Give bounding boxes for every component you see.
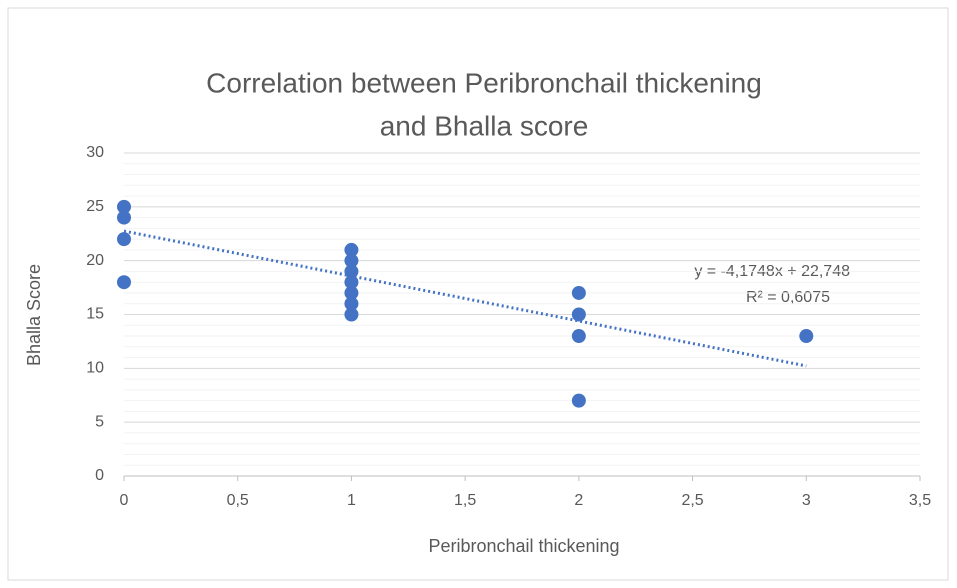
data-point xyxy=(571,393,586,408)
y-tick-label: 30 xyxy=(86,144,104,161)
data-point xyxy=(344,285,359,300)
data-point xyxy=(344,296,359,311)
trendline-r-squared: R² = 0,6075 xyxy=(746,289,830,306)
data-point xyxy=(117,210,131,225)
y-axis-label: Bhalla Score xyxy=(24,264,44,366)
data-point xyxy=(571,307,586,322)
data-point xyxy=(344,264,359,279)
chart-border xyxy=(7,7,949,581)
y-tick-label: 10 xyxy=(86,360,104,377)
data-point xyxy=(344,253,359,268)
y-tick-label: 15 xyxy=(86,306,104,323)
data-point xyxy=(344,242,359,257)
data-point xyxy=(344,275,359,290)
y-tick-label: 0 xyxy=(95,467,104,484)
x-tick-label: 2 xyxy=(574,492,583,509)
x-tick-label: 0,5 xyxy=(227,492,249,509)
x-tick-label: 2,5 xyxy=(681,492,703,509)
data-point xyxy=(117,199,131,214)
x-tick-label: 3,5 xyxy=(909,492,931,509)
chart-title: and Bhalla score xyxy=(380,110,589,141)
data-point xyxy=(571,329,586,344)
data-point xyxy=(117,232,131,247)
data-point xyxy=(344,307,359,322)
trendline xyxy=(123,229,807,368)
x-axis-label: Peribronchail thickening xyxy=(428,536,619,556)
x-tick-label: 3 xyxy=(802,492,811,509)
data-point xyxy=(799,329,814,344)
y-tick-label: 25 xyxy=(86,198,104,215)
x-tick-label: 1 xyxy=(347,492,356,509)
y-tick-label: 5 xyxy=(95,413,104,430)
chart-title: Correlation between Peribronchail thicke… xyxy=(206,67,762,98)
data-point xyxy=(571,285,586,300)
data-point xyxy=(117,275,131,290)
x-tick-label: 1,5 xyxy=(454,492,476,509)
y-tick-label: 20 xyxy=(86,252,104,269)
x-tick-label: 0 xyxy=(120,492,129,509)
